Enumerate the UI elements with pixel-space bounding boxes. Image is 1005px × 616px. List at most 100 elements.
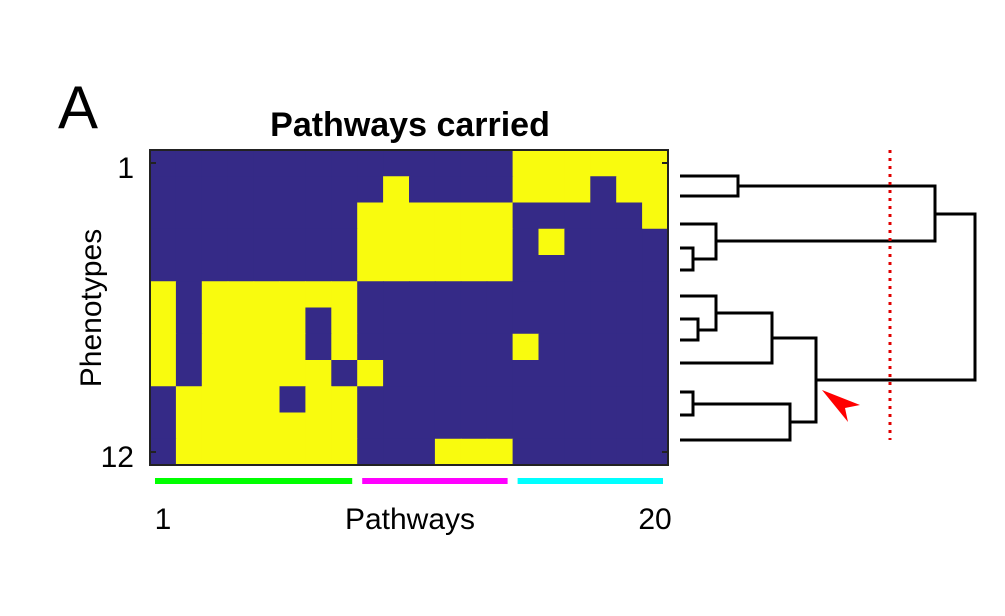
heatmap-cell — [486, 150, 514, 177]
dendrogram-branch-10-11 — [680, 390, 695, 417]
heatmap-cell — [175, 412, 203, 440]
heatmap-cell — [460, 255, 488, 282]
heatmap-cell — [460, 386, 488, 414]
heatmap-cell — [564, 333, 591, 361]
heatmap-cell — [616, 307, 643, 335]
heatmap-cell — [305, 202, 332, 230]
heatmap-cell — [357, 438, 384, 466]
heatmap-cell — [409, 333, 436, 361]
heatmap-cell — [227, 150, 255, 177]
heatmap-cell — [486, 255, 514, 282]
heatmap-cell — [279, 281, 306, 309]
heatmap-cell — [486, 307, 514, 335]
heatmap-cell — [357, 333, 384, 361]
heatmap-cell — [409, 438, 436, 466]
heatmap-cell — [201, 333, 229, 361]
heatmap-cell — [642, 360, 669, 387]
heatmap-cell — [150, 307, 177, 335]
heatmap-cell — [512, 228, 540, 256]
heatmap-cell — [512, 307, 540, 335]
dendrogram-branch-1-2 — [680, 174, 740, 198]
heatmap-cell — [305, 281, 332, 309]
heatmap-cell — [331, 281, 358, 309]
heatmap-cell — [150, 360, 177, 387]
heatmap-cell — [279, 255, 306, 282]
heatmap-cell — [460, 333, 488, 361]
heatmap-cell — [564, 307, 591, 335]
heatmap-cell — [434, 307, 462, 335]
heatmap-cell — [175, 281, 203, 309]
heatmap-cell — [512, 281, 540, 309]
heatmap-cell — [383, 150, 410, 177]
heatmap-cell — [434, 176, 462, 204]
heatmap-cells — [150, 150, 669, 466]
heatmap-cell — [590, 202, 617, 230]
heatmap-cell — [331, 228, 358, 256]
heatmap-cell — [227, 412, 255, 440]
heatmap-cell — [331, 412, 358, 440]
dendrogram — [680, 174, 977, 442]
heatmap-cell — [564, 202, 591, 230]
heatmap-cell — [564, 255, 591, 282]
heatmap-cell — [201, 360, 229, 387]
heatmap-cell — [383, 333, 410, 361]
heatmap-cell — [564, 176, 591, 204]
heatmap-cell — [150, 281, 177, 309]
heatmap-cell — [616, 255, 643, 282]
heatmap-cell — [150, 255, 177, 282]
heatmap-cell — [227, 255, 255, 282]
heatmap-cell — [434, 255, 462, 282]
heatmap-cell — [512, 412, 540, 440]
heatmap-cell — [383, 281, 410, 309]
heatmap-cell — [538, 307, 565, 335]
heatmap-cell — [227, 202, 255, 230]
heatmap-cell — [357, 255, 384, 282]
heatmap-cell — [253, 281, 281, 309]
heatmap-cell — [538, 438, 565, 466]
heatmap-cell — [331, 202, 358, 230]
heatmap-cell — [253, 360, 281, 387]
x-axis-label: Pathways — [345, 503, 475, 536]
heatmap-cell — [486, 228, 514, 256]
heatmap-cell — [227, 360, 255, 387]
heatmap-cell — [201, 202, 229, 230]
heatmap-cell — [409, 386, 436, 414]
heatmap-cell — [590, 228, 617, 256]
heatmap-cell — [279, 307, 306, 335]
heatmap-cell — [538, 412, 565, 440]
heatmap-cell — [175, 150, 203, 177]
heatmap-cell — [357, 281, 384, 309]
heatmap-cell — [253, 386, 281, 414]
heatmap-cell — [642, 307, 669, 335]
heatmap-cell — [590, 150, 617, 177]
heatmap-cell — [538, 333, 565, 361]
heatmap-cell — [305, 438, 332, 466]
heatmap-cell — [227, 228, 255, 256]
heatmap-cell — [383, 386, 410, 414]
heatmap-cell — [538, 360, 565, 387]
heatmap-cell — [253, 307, 281, 335]
heatmap-cell — [486, 281, 514, 309]
heatmap-cell — [383, 360, 410, 387]
heatmap-cell — [175, 386, 203, 414]
heatmap-cell — [227, 176, 255, 204]
heatmap-cell — [616, 281, 643, 309]
heatmap-cell — [201, 307, 229, 335]
heatmap-cell — [305, 412, 332, 440]
heatmap-cell — [383, 438, 410, 466]
heatmap-cell — [279, 360, 306, 387]
heatmap-cell — [616, 150, 643, 177]
heatmap-cell — [564, 150, 591, 177]
heatmap-cell — [305, 176, 332, 204]
heatmap-cell — [150, 228, 177, 256]
heatmap-cell — [538, 281, 565, 309]
heatmap-cell — [175, 176, 203, 204]
heatmap-cell — [279, 228, 306, 256]
heatmap-cell — [434, 438, 462, 466]
heatmap-cell — [434, 228, 462, 256]
heatmap-cell — [538, 228, 565, 256]
heatmap-cell — [409, 228, 436, 256]
heatmap-cell — [486, 333, 514, 361]
heatmap-cell — [434, 386, 462, 414]
